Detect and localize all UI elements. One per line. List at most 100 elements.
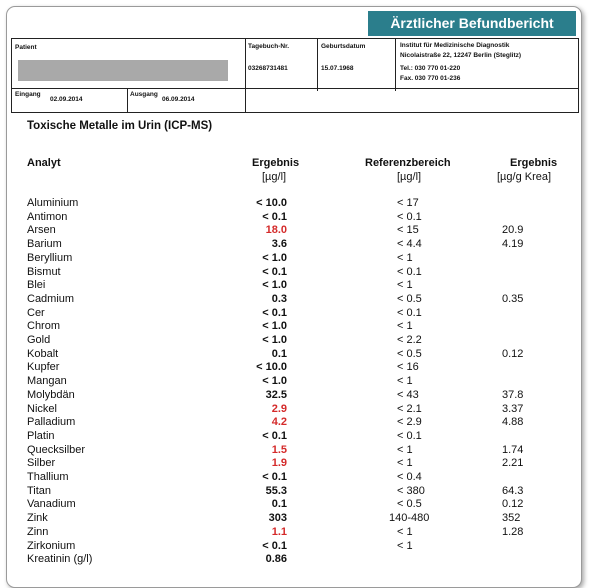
institute-phone: Tel.: 030 770 01-220 <box>400 65 461 72</box>
analyt-cell: Molybdän <box>27 388 75 401</box>
ref-cell: < 16 <box>397 361 419 374</box>
out-label: Ausgang <box>130 91 158 98</box>
ergebnis-cell: < 0.1 <box>262 210 287 223</box>
ergebnis-cell: 1.1 <box>271 525 287 538</box>
table-row: Bismut < 0.1 < 0.1 <box>0 266 595 280</box>
crea-cell: 0.35 <box>502 292 524 305</box>
ref-cell: < 1 <box>397 539 413 552</box>
crea-cell: 2.21 <box>502 457 524 470</box>
ref-cell: 140-480 <box>389 512 430 525</box>
report-title: Ärztlicher Befundbericht <box>368 11 576 36</box>
col-ref-unit: [µg/l] <box>397 171 422 183</box>
ergebnis-cell: < 1.0 <box>262 279 287 292</box>
ref-cell: < 0.4 <box>397 471 422 483</box>
table-row: Thallium < 0.1 < 0.4 <box>0 471 595 485</box>
ergebnis-cell: < 10.0 <box>256 197 287 209</box>
ergebnis-cell: 2.9 <box>271 402 287 415</box>
ref-cell: < 1 <box>397 525 413 538</box>
analyt-cell: Zinn <box>27 525 49 538</box>
ergebnis-cell: < 1.0 <box>262 375 287 388</box>
ergebnis-cell: 303 <box>268 512 287 525</box>
in-label: Eingang <box>15 91 41 98</box>
table-row: Kupfer < 10.0 < 16 <box>0 361 595 375</box>
ref-cell: < 0.5 <box>397 347 422 360</box>
ergebnis-cell: < 1.0 <box>262 251 287 264</box>
table-row: Arsen 18.0 < 15 20.9 <box>0 224 595 238</box>
table-row: Zink 303 140-480 352 <box>0 512 595 526</box>
ref-cell: < 1 <box>397 279 413 292</box>
table-row: Cadmium 0.3 < 0.5 0.35 <box>0 293 595 307</box>
analyt-cell: Arsen <box>27 224 56 237</box>
col-analyt: Analyt <box>27 157 61 169</box>
ref-cell: < 2.2 <box>397 334 422 346</box>
analyt-cell: Mangan <box>27 375 67 388</box>
ref-cell: < 4.4 <box>397 238 422 251</box>
analyt-cell: Bismut <box>27 265 61 278</box>
ergebnis-cell: < 0.1 <box>262 429 287 442</box>
patient-name-redaction <box>18 60 228 81</box>
analyt-cell: Platin <box>27 429 55 442</box>
ergebnis-cell: < 0.1 <box>262 471 287 483</box>
ref-cell: < 1 <box>397 457 413 470</box>
out-value: 06.09.2014 <box>162 96 195 103</box>
ref-cell: < 380 <box>397 484 425 497</box>
ergebnis-cell: 0.86 <box>265 553 287 566</box>
journal-value: 03268731481 <box>248 65 288 72</box>
crea-cell: 0.12 <box>502 498 524 511</box>
table-row: Zinn 1.1 < 1 1.28 <box>0 526 595 540</box>
dob-value: 15.07.1968 <box>321 65 354 72</box>
patient-info-box: Patient Tagebuch-Nr. 03268731481 Geburts… <box>11 38 579 113</box>
analyt-cell: Barium <box>27 238 62 251</box>
in-value: 02.09.2014 <box>50 96 83 103</box>
report-sheet <box>6 6 582 588</box>
analyt-cell: Zink <box>27 512 48 525</box>
ref-cell: < 0.1 <box>397 429 422 442</box>
table-row: Silber 1.9 < 1 2.21 <box>0 457 595 471</box>
analyt-cell: Titan <box>27 484 52 497</box>
analyt-cell: Kreatinin (g/l) <box>27 553 93 566</box>
table-row: Kreatinin (g/l) 0.86 <box>0 553 595 567</box>
section-title: Toxische Metalle im Urin (ICP-MS) <box>27 120 213 132</box>
analyt-cell: Palladium <box>27 416 76 429</box>
ref-cell: < 0.1 <box>397 210 422 223</box>
ref-cell: < 1 <box>397 375 413 388</box>
col-ergebnis: Ergebnis <box>252 157 300 169</box>
patient-label: Patient <box>15 44 37 51</box>
table-row: Blei < 1.0 < 1 <box>0 279 595 293</box>
table-row: Palladium 4.2 < 2.9 4.88 <box>0 416 595 430</box>
analyt-cell: Nickel <box>27 402 57 415</box>
analyt-cell: Kupfer <box>27 361 60 374</box>
ergebnis-cell: 4.2 <box>271 416 287 429</box>
journal-label: Tagebuch-Nr. <box>248 43 290 50</box>
ergebnis-cell: 18.0 <box>265 224 287 237</box>
table-row: Titan 55.3 < 380 64.3 <box>0 485 595 499</box>
ref-cell: < 43 <box>397 388 419 401</box>
ref-cell: < 0.5 <box>397 292 422 305</box>
ergebnis-cell: 3.6 <box>271 238 287 251</box>
ergebnis-cell: < 0.1 <box>262 265 287 278</box>
col-ref: Referenzbereich <box>365 157 451 169</box>
crea-cell: 0.12 <box>502 347 524 360</box>
analyt-cell: Aluminium <box>27 197 79 209</box>
analyt-cell: Beryllium <box>27 251 73 264</box>
analyt-cell: Quecksilber <box>27 443 86 456</box>
institute-address: Nicolaistraße 22, 12247 Berlin (Steglitz… <box>400 52 522 59</box>
ref-cell: < 1 <box>397 443 413 456</box>
ref-cell: < 1 <box>397 251 413 264</box>
crea-cell: 1.28 <box>502 525 524 538</box>
table-row: Beryllium < 1.0 < 1 <box>0 252 595 266</box>
ergebnis-cell: < 1.0 <box>262 334 287 346</box>
crea-cell: 3.37 <box>502 402 524 415</box>
analyt-cell: Cadmium <box>27 292 75 305</box>
analyt-cell: Cer <box>27 306 45 319</box>
table-row: Antimon < 0.1 < 0.1 <box>0 211 595 225</box>
dob-label: Geburtsdatum <box>321 43 366 50</box>
table-row: Nickel 2.9 < 2.1 3.37 <box>0 403 595 417</box>
ergebnis-cell: 55.3 <box>265 484 287 497</box>
analyt-cell: Blei <box>27 279 46 292</box>
ergebnis-cell: 0.1 <box>271 347 287 360</box>
crea-cell: 4.19 <box>502 238 524 251</box>
col-crea: Ergebnis <box>510 157 558 169</box>
table-row: Chrom < 1.0 < 1 <box>0 320 595 334</box>
col-crea-unit: [µg/g Krea] <box>497 171 552 183</box>
